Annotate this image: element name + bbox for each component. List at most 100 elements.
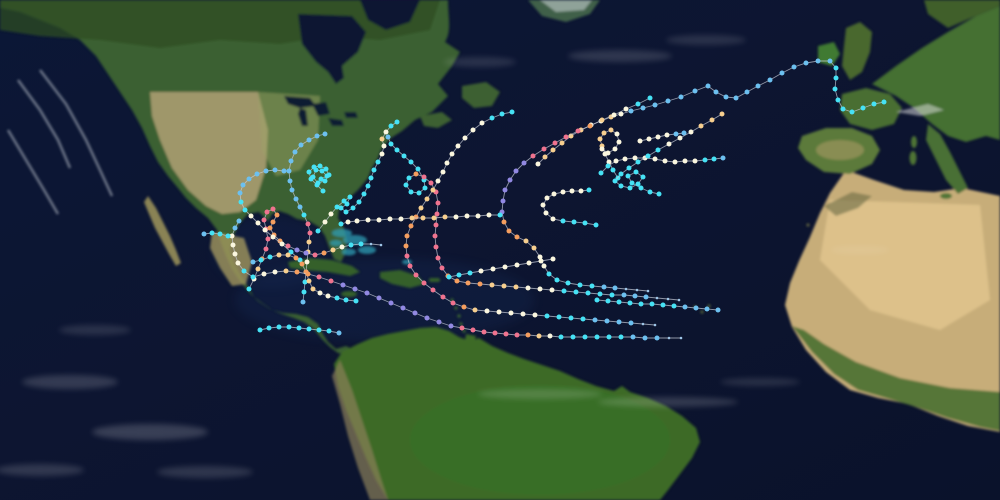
storm-position-dot-td <box>289 187 295 193</box>
storm-position-dot-c3 <box>267 225 273 231</box>
storm-position-dot-c1 <box>325 293 331 299</box>
storm-track-track-21 <box>201 230 231 239</box>
cloud-layer <box>0 35 890 478</box>
storm-position-dot-c2 <box>698 123 704 129</box>
storm-position-dot-c2 <box>536 333 542 339</box>
storm-position-dot-c1 <box>532 312 538 318</box>
storm-position-dot-ts <box>625 173 631 179</box>
storm-position-dot-c1 <box>484 308 490 314</box>
storm-position-dot-c1 <box>623 106 629 112</box>
storm-position-dot-c4 <box>514 332 520 338</box>
storm-position-dot-c2 <box>597 136 603 142</box>
storm-position-dot-c1 <box>526 260 532 266</box>
storm-position-dot-c1 <box>632 155 638 161</box>
atlas-mountains <box>824 192 872 216</box>
storm-position-dot-td <box>306 137 312 143</box>
nova-scotia <box>420 112 452 128</box>
storm-position-dot-c1 <box>255 220 261 226</box>
storm-position-dot-c1 <box>475 213 481 219</box>
storm-position-dot-c4 <box>575 128 581 134</box>
great-lakes <box>284 96 358 126</box>
storm-position-dot-c3 <box>413 171 419 177</box>
storm-position-dot-td <box>300 299 306 305</box>
storm-position-dot-ts <box>577 282 583 288</box>
storm-position-dot-c2 <box>409 215 415 221</box>
storm-track-track-19 <box>338 212 503 227</box>
storm-position-dot-c2 <box>285 252 291 258</box>
storm-position-dot-c1 <box>470 127 476 133</box>
storm-position-dot-c4 <box>421 174 427 180</box>
storm-position-dot-ts <box>881 99 887 105</box>
storm-position-dot-ts <box>313 167 319 173</box>
hudson-bay <box>298 14 366 84</box>
storm-tracks-layer <box>201 58 887 341</box>
storm-position-dot-c1 <box>622 156 628 162</box>
storm-position-dot-ts <box>286 324 292 330</box>
storm-position-dot-c1 <box>664 132 670 138</box>
storm-track-track-5 <box>499 95 653 293</box>
storm-position-dot-x <box>379 243 383 247</box>
storm-position-dot-c2 <box>306 239 312 245</box>
storm-position-dot-ts <box>241 268 247 274</box>
storm-position-dot-c1 <box>379 151 385 157</box>
storm-position-dot-ts <box>671 303 677 309</box>
storm-position-dot-c5 <box>352 286 358 292</box>
storm-position-dot-ts <box>655 147 661 153</box>
storm-position-dot-c1 <box>345 219 351 225</box>
storm-position-dot-c1 <box>652 156 658 162</box>
storm-position-dot-c4 <box>481 329 487 335</box>
storm-position-dot-x <box>653 323 657 327</box>
storm-position-dot-ts <box>375 159 381 165</box>
storm-position-dot-c2 <box>420 215 426 221</box>
storm-position-dot-c4 <box>316 274 322 280</box>
storm-position-dot-c1 <box>606 159 612 165</box>
storm-position-dot-c1 <box>339 244 345 250</box>
storm-position-dot-c1 <box>496 309 502 315</box>
scandinavia-tip <box>924 0 1000 28</box>
storm-position-dot-ts <box>343 209 349 215</box>
trinidad-island <box>465 334 476 343</box>
greenland-ice <box>540 0 592 12</box>
storm-track-line <box>448 258 554 278</box>
storm-position-dot-c1 <box>440 169 446 175</box>
storm-position-dot-c1 <box>435 178 441 184</box>
storm-position-dot-ts <box>422 185 428 191</box>
storm-position-dot-ts <box>554 277 560 283</box>
storm-position-dot-c4 <box>404 253 410 259</box>
storm-position-dot-td <box>298 142 304 148</box>
storm-position-dot-ts <box>573 289 579 295</box>
storm-position-dot-c2 <box>330 247 336 253</box>
storm-position-dot-c3 <box>408 223 414 229</box>
storm-position-dot-c1 <box>672 159 678 165</box>
storm-position-dot-c2 <box>513 284 519 290</box>
storm-position-dot-c5 <box>400 305 406 311</box>
storm-position-dot-c3 <box>299 261 305 267</box>
storm-position-dot-c1 <box>618 111 624 117</box>
storm-position-dot-ts <box>656 191 662 197</box>
storm-position-dot-x <box>641 322 645 326</box>
central-europe <box>872 6 1000 142</box>
storm-position-dot-c4 <box>530 153 536 159</box>
storm-position-dot-td <box>681 130 687 136</box>
storm-position-dot-ts <box>645 153 651 159</box>
storm-position-dot-td <box>682 304 688 310</box>
storm-position-dot-ts <box>849 109 855 115</box>
storm-position-dot-ts <box>467 270 473 276</box>
storm-position-dot-c2 <box>472 307 478 313</box>
storm-position-dot-c1 <box>537 254 543 260</box>
storm-position-dot-td <box>281 168 287 174</box>
storm-position-dot-ts <box>276 324 282 330</box>
storm-position-dot-c4 <box>265 236 271 242</box>
storm-position-dot-ts <box>499 111 505 117</box>
sicily <box>940 193 952 199</box>
storm-position-dot-c4 <box>328 278 334 284</box>
storm-position-dot-c3 <box>274 212 280 218</box>
storm-position-dot-c4 <box>305 221 311 227</box>
storm-position-dot-ts <box>556 314 562 320</box>
storm-position-dot-ts <box>570 334 576 340</box>
storm-position-dot-c4 <box>413 272 419 278</box>
storm-position-dot-td <box>314 133 320 139</box>
storm-position-dot-c2 <box>489 282 495 288</box>
hudson-strait <box>360 0 420 30</box>
